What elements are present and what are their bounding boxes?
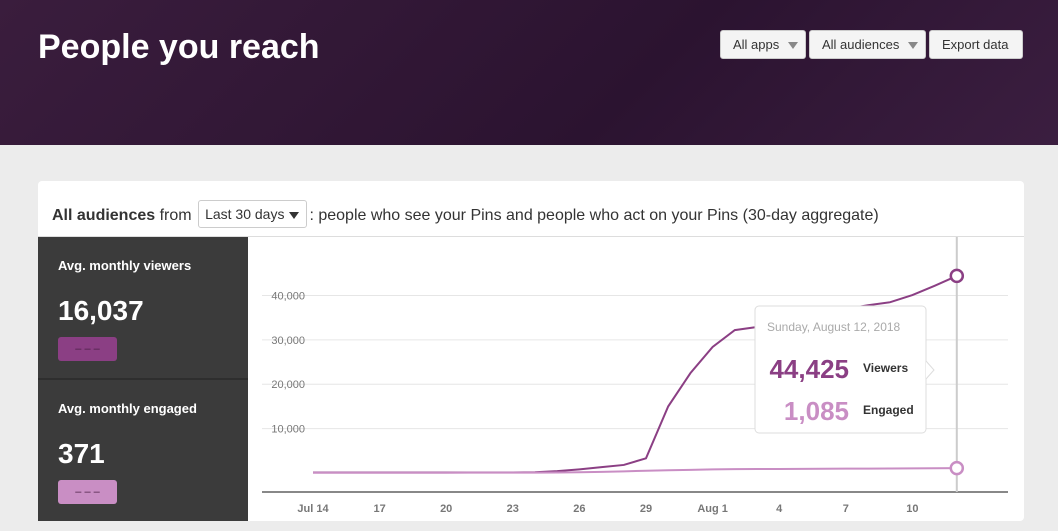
viewers-panel: Avg. monthly viewers 16,037 – – – [38,237,248,380]
x-tick-label: Jul 14 [297,503,329,515]
y-tick-label: 20,000 [271,379,305,391]
y-tick-label: 40,000 [271,291,305,303]
x-tick-label: 10 [906,503,918,515]
label: Last 30 days [205,206,285,222]
tooltip-pointer [925,360,935,380]
panel-label: Avg. monthly engaged [58,401,197,416]
audiences-dropdown[interactable]: All audiences [809,30,926,59]
swatch: – – – [58,480,117,504]
tooltip-date: Sunday, August 12, 2018 [767,320,901,334]
end-point [949,268,965,284]
x-tick-label: Aug 1 [697,503,728,515]
export-button[interactable]: Export data [929,30,1023,59]
apps-dropdown[interactable]: All apps [720,30,806,59]
label: All apps [733,37,780,52]
tooltip-value: 1,085 [784,396,849,426]
label: All audiences [822,37,900,52]
engaged-panel: Avg. monthly engaged 371 – – – [38,380,248,521]
x-tick-label: 26 [573,503,585,515]
x-tick-label: 20 [440,503,452,515]
audience: All audiences [52,207,156,224]
page-title: People you reach [38,28,320,66]
panel-value: 16,037 [58,295,144,326]
divider [38,236,1024,237]
panel-value: 371 [58,438,105,469]
tooltip-label: Engaged [863,403,914,417]
range-select[interactable]: Last 30 days [198,200,308,228]
panel-label: Avg. monthly viewers [58,258,192,273]
description: : people who see your Pins and people wh… [309,207,879,224]
y-tick-label: 30,000 [271,335,305,347]
x-tick-label: 29 [640,503,652,515]
x-tick-label: 7 [843,503,849,515]
x-tick-label: 4 [776,503,783,515]
label: Export data [942,37,1009,52]
line-1 [313,467,957,474]
tooltip-value: 44,425 [769,354,849,384]
tooltip-label: Viewers [863,361,908,375]
subheader: All audiences from Last 30 days : people … [52,200,879,229]
x-tick-label: 17 [373,503,385,515]
y-tick-label: 10,000 [271,424,305,436]
swatch: – – – [58,337,117,361]
header: People you reach All apps All audiences … [0,0,1058,145]
from: from [159,207,192,224]
x-tick-label: 23 [507,503,519,515]
end-point [949,460,965,476]
